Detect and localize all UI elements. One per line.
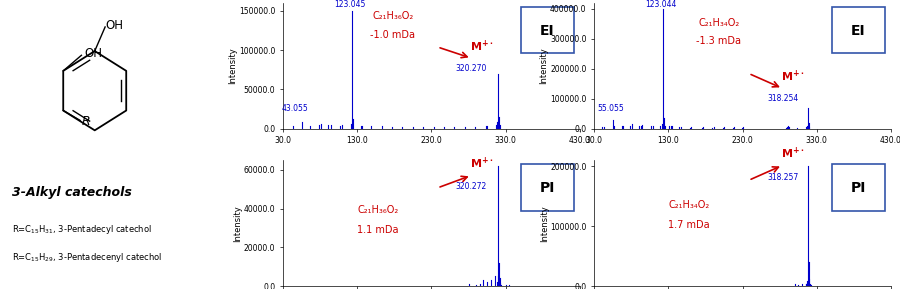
Text: R: R (81, 115, 90, 128)
FancyBboxPatch shape (520, 164, 574, 211)
Text: OH: OH (105, 19, 123, 32)
Text: 320.272: 320.272 (456, 182, 487, 191)
Text: R=C$_{15}$H$_{31}$, 3-Pentadecyl catechol: R=C$_{15}$H$_{31}$, 3-Pentadecyl catecho… (12, 223, 151, 236)
Text: 3-Alkyl catechols: 3-Alkyl catechols (12, 186, 131, 199)
Text: 320.270: 320.270 (455, 64, 487, 73)
Text: C₂₁H₃₆O₂: C₂₁H₃₆O₂ (373, 11, 413, 21)
FancyBboxPatch shape (520, 7, 574, 53)
Text: 123.045: 123.045 (334, 0, 365, 9)
FancyBboxPatch shape (832, 164, 885, 211)
Text: C₂₁H₃₄O₂: C₂₁H₃₄O₂ (669, 200, 710, 210)
Text: EI: EI (540, 24, 554, 38)
Y-axis label: Intensity: Intensity (233, 205, 242, 242)
Text: C₂₁H₃₆O₂: C₂₁H₃₆O₂ (357, 205, 399, 215)
Text: $\mathbf{M^{+\bullet}}$: $\mathbf{M^{+\bullet}}$ (781, 69, 805, 84)
Text: -1.0 mDa: -1.0 mDa (370, 30, 415, 40)
Text: $\mathbf{M^{+\bullet}}$: $\mathbf{M^{+\bullet}}$ (470, 155, 493, 171)
Text: 318.257: 318.257 (767, 173, 798, 182)
FancyBboxPatch shape (832, 7, 885, 53)
Text: 1.1 mDa: 1.1 mDa (357, 225, 399, 235)
Text: -1.3 mDa: -1.3 mDa (697, 36, 742, 47)
Y-axis label: Intensity: Intensity (540, 47, 549, 84)
Y-axis label: Intensity: Intensity (540, 205, 549, 242)
Text: C₂₁H₃₄O₂: C₂₁H₃₄O₂ (698, 18, 740, 27)
Text: 1.7 mDa: 1.7 mDa (669, 220, 710, 230)
Text: 43.055: 43.055 (282, 104, 309, 113)
Text: $\mathbf{M^{+\bullet}}$: $\mathbf{M^{+\bullet}}$ (470, 38, 493, 54)
Y-axis label: Intensity: Intensity (229, 47, 238, 84)
Text: EI: EI (851, 24, 866, 38)
Text: PI: PI (539, 181, 555, 195)
Text: OH: OH (84, 47, 102, 60)
Text: R=C$_{15}$H$_{29}$, 3-Pentadecenyl catechol: R=C$_{15}$H$_{29}$, 3-Pentadecenyl catec… (12, 251, 162, 264)
Text: 318.254: 318.254 (767, 94, 798, 103)
Text: 123.044: 123.044 (645, 0, 677, 9)
Text: 55.055: 55.055 (597, 104, 624, 113)
Text: $\mathbf{M^{+\bullet}}$: $\mathbf{M^{+\bullet}}$ (781, 146, 805, 161)
Text: PI: PI (850, 181, 866, 195)
